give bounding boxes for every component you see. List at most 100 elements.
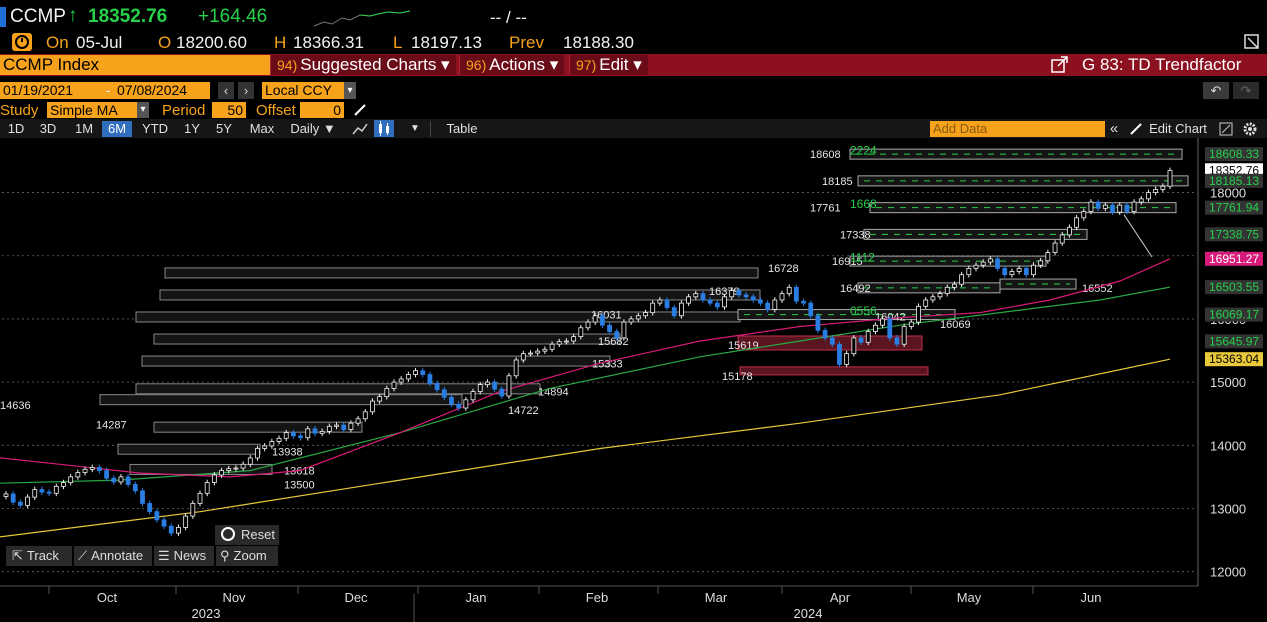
offset-label: Offset	[256, 102, 296, 119]
line-chart-icon[interactable]	[350, 121, 370, 137]
candle-body	[147, 503, 153, 513]
add-data-input[interactable]: Add Data	[930, 121, 1105, 137]
level-label: 16552	[1082, 283, 1113, 295]
ticker[interactable]: CCMP	[10, 6, 66, 27]
candle-body	[614, 331, 620, 339]
end-date-field[interactable]: 07/08/2024	[114, 82, 210, 99]
price-tag-label: 18185.13	[1209, 174, 1259, 188]
date-range-bar: 01/19/2021 - 07/08/2024 ‹ › Local CCY ▾ …	[0, 80, 1267, 102]
low-value: 18197.13	[411, 33, 482, 52]
function-title: G 83: TD Trendfactor	[1082, 55, 1242, 74]
chart-type-dropdown-icon[interactable]: ▼	[410, 123, 420, 134]
level-box	[99, 394, 463, 406]
undo-button[interactable]: ↶	[1203, 82, 1229, 99]
y-tick-label: 18000	[1210, 186, 1246, 201]
high-value: 18366.31	[293, 33, 364, 52]
period-ytd[interactable]: YTD	[142, 121, 168, 136]
annotate-button[interactable]: ⟋ Annotate	[74, 546, 152, 566]
candle-body	[930, 296, 936, 301]
x-axis: Oct Nov Dec Jan Feb Mar Apr May Jun 2023 2024	[0, 585, 1198, 622]
candle-body	[255, 448, 260, 459]
candle-body	[1067, 226, 1072, 236]
month-label: Jun	[1081, 590, 1102, 605]
candle-body	[233, 467, 239, 470]
y-tick-label: 14000	[1210, 438, 1246, 453]
currency-select[interactable]: Local CCY	[262, 82, 356, 99]
period-label: Period	[162, 102, 206, 119]
candle-body	[901, 326, 907, 345]
price-chart[interactable]: 1672816379160311568215333148941472214636…	[0, 138, 1267, 622]
redo-button[interactable]: ↷	[1233, 82, 1259, 99]
candle-body	[1081, 211, 1087, 219]
year-label: 2024	[794, 606, 823, 621]
candle-body	[815, 315, 821, 331]
study-select[interactable]: Simple MA	[47, 102, 143, 118]
prev-period-button[interactable]: ‹	[218, 82, 234, 99]
candle-body	[549, 343, 555, 350]
offset-field[interactable]: 0	[300, 102, 344, 118]
price-tag-label: 16503.55	[1209, 280, 1259, 294]
candle-body	[564, 340, 569, 343]
next-period-button[interactable]: ›	[238, 82, 254, 99]
reset-button[interactable]: Reset	[215, 525, 279, 545]
level-boxes: 1672816379160311568215333148941472214636…	[0, 143, 1189, 491]
pencil-icon[interactable]	[352, 102, 368, 118]
period-1y[interactable]: 1Y	[184, 121, 200, 136]
candle-body	[607, 324, 612, 332]
news-button[interactable]: ☰ News	[154, 546, 214, 566]
frequency-select[interactable]: Daily ▼	[290, 121, 336, 136]
edit-menu[interactable]: 97) Edit ▾	[569, 55, 648, 75]
actions-menu[interactable]: 96) Actions ▾	[459, 55, 565, 75]
candle-body	[578, 327, 584, 338]
level-label: 18608	[810, 149, 841, 161]
trend-arrow	[1123, 214, 1153, 258]
zoom-button[interactable]: ⚲ Zoom	[216, 546, 278, 566]
price-tag	[1205, 173, 1263, 188]
candle-body	[880, 318, 885, 326]
study-dropdown-icon[interactable]: ▾	[137, 102, 149, 118]
expand-icon[interactable]	[1242, 32, 1262, 52]
gear-icon[interactable]	[1242, 121, 1258, 137]
candles	[3, 167, 1173, 536]
currency-dropdown-icon[interactable]: ▾	[344, 82, 356, 99]
launch-icon[interactable]	[1050, 56, 1070, 74]
security-field[interactable]: CCMP Index	[0, 55, 271, 75]
period-6m[interactable]: 6M	[102, 121, 132, 137]
start-date-field[interactable]: 01/19/2021	[0, 82, 114, 99]
period-1m[interactable]: 1M	[74, 121, 94, 136]
month-label: Dec	[344, 590, 368, 605]
candle-body	[923, 299, 929, 307]
prev-label: Prev	[509, 33, 544, 52]
candle-body	[714, 302, 720, 308]
candle-body	[190, 503, 196, 517]
ma50-line	[0, 258, 1171, 478]
prev-value: 18188.30	[563, 33, 634, 52]
period-3d[interactable]: 3D	[39, 121, 57, 136]
candle-chart-icon[interactable]	[374, 120, 394, 137]
candle-body	[384, 388, 390, 398]
candle-body	[104, 470, 109, 479]
table-button[interactable]: Table	[430, 121, 493, 137]
edit-chart-button[interactable]: Edit Chart	[1149, 121, 1207, 136]
low-label: L	[393, 33, 403, 52]
candle-body	[89, 467, 95, 470]
edit-num: 97)	[576, 57, 597, 73]
period-1d[interactable]: 1D	[7, 121, 25, 136]
candle-body	[1009, 271, 1015, 276]
candle-body	[132, 484, 138, 492]
collapse-icon[interactable]: «	[1109, 120, 1119, 137]
period-max[interactable]: Max	[249, 121, 275, 136]
price-tag	[1205, 147, 1263, 162]
suggested-charts-menu[interactable]: 94) Suggested Charts ▾	[270, 55, 456, 75]
candle-body	[837, 343, 842, 365]
quote-bar: CCMP ↑ 18352.76 +164.46 -- / --	[0, 0, 1267, 30]
period-5y[interactable]: 5Y	[216, 121, 232, 136]
track-button[interactable]: ⇱ Track	[6, 546, 72, 566]
quote-date: 05-Jul	[76, 33, 123, 52]
candle-body	[291, 432, 296, 437]
candle-body	[865, 331, 871, 343]
clock-icon[interactable]	[12, 33, 32, 51]
chart-edit-icon[interactable]	[1218, 121, 1234, 137]
candle-body	[240, 463, 246, 469]
period-field[interactable]: 50	[212, 102, 246, 118]
